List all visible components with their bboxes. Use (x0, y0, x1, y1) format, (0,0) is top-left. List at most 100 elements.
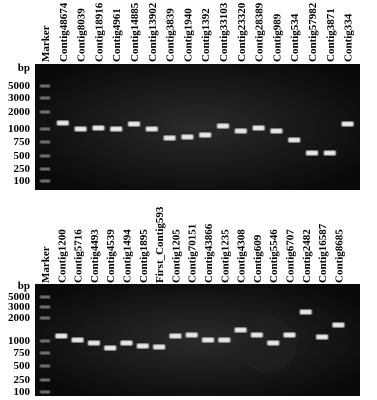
dna-band (110, 126, 123, 132)
dna-band (74, 126, 87, 132)
lane-label: Contig57982 (307, 2, 319, 62)
ladder-band (40, 295, 50, 299)
ladder-label: 5000 (8, 291, 31, 303)
dna-band (341, 121, 354, 127)
lane-label: Contig1494 (122, 229, 134, 283)
ladder-label: 1000 (8, 123, 31, 135)
dna-band (169, 333, 182, 339)
ladder-label: 500 (14, 150, 31, 162)
lane-label: First_Contig593 (154, 206, 166, 283)
ladder-label: 2000 (8, 106, 31, 118)
lane-label: Contig4308 (236, 229, 248, 283)
lane-label: Contig1895 (138, 229, 150, 283)
ladder-label: 3000 (8, 92, 31, 104)
lane-label: Contig13902 (147, 2, 159, 62)
gel-top (35, 64, 360, 190)
ladder-label: 250 (14, 374, 31, 386)
lane-label: Contig43866 (203, 223, 215, 283)
lane-label: Contig8039 (76, 8, 88, 62)
dna-band (87, 340, 100, 346)
lane-label: Contig1392 (200, 8, 212, 62)
lane-label: Contig8685 (333, 229, 345, 283)
dna-band (136, 343, 149, 349)
ladder-unit: bp (18, 62, 30, 74)
dna-band (217, 123, 229, 129)
lane-label: Contig609 (252, 234, 264, 283)
lane-label: Contig1200 (56, 229, 68, 283)
ladder-label: 100 (14, 175, 31, 187)
lane-label: Contig28389 (254, 2, 266, 62)
lane-label: Contig6707 (285, 229, 297, 283)
dna-band (299, 309, 312, 315)
lane-label: Contig534 (289, 13, 301, 62)
ladder-band (40, 390, 50, 394)
dna-band (306, 150, 318, 156)
lane-label: Contig70151 (187, 224, 199, 283)
dna-band (128, 121, 140, 127)
lane-label: Contig33103 (218, 2, 230, 62)
ladder-band (40, 305, 50, 309)
ladder-band (40, 167, 50, 171)
dna-band (234, 128, 247, 134)
dna-band (104, 345, 117, 351)
dna-band (252, 125, 265, 131)
dna-band (288, 137, 301, 143)
lane-label: Contig48674 (58, 2, 70, 62)
ladder-band (40, 110, 50, 114)
lane-label: Marker (40, 246, 52, 283)
dna-band (283, 332, 296, 338)
lane-label: Contig989 (271, 13, 283, 62)
ladder-band (40, 140, 50, 144)
lane-label: Contig14885 (129, 2, 141, 62)
ladder-label: 500 (14, 360, 31, 372)
dna-band (71, 337, 84, 343)
lane-label: Contig1940 (182, 8, 194, 62)
lane-label: Marker (40, 25, 52, 62)
lane-label: Contig16587 (317, 223, 329, 283)
ladder-band (40, 339, 50, 343)
lane-label: Contig4539 (105, 229, 117, 283)
ladder-label: 250 (14, 163, 31, 175)
ladder-label: 3000 (8, 301, 31, 313)
dna-band (120, 340, 133, 346)
lane-label: Contig18916 (93, 2, 105, 62)
lane-label: Contig5716 (73, 229, 85, 283)
dna-band (199, 132, 212, 138)
dna-band (55, 333, 68, 339)
dna-band (332, 322, 345, 328)
dna-band (163, 135, 176, 141)
ladder-band (40, 179, 50, 183)
ladder-label: 1000 (8, 335, 31, 347)
ladder-label: 2000 (8, 312, 31, 324)
lane-label: Contig5546 (268, 229, 280, 283)
lane-label: Contig3839 (165, 8, 177, 62)
dna-band (185, 332, 198, 338)
dna-band (92, 125, 105, 131)
lane-label: Contig1235 (219, 229, 231, 283)
dna-band (145, 126, 158, 132)
lane-label: Contig4493 (89, 229, 101, 283)
ladder-band (40, 316, 50, 320)
ladder-band (40, 364, 50, 368)
ladder-band (40, 378, 50, 382)
ladder-band (40, 84, 50, 88)
lane-label: Contig334 (343, 13, 355, 62)
lane-label: Contig23320 (236, 2, 248, 62)
dna-band (270, 128, 283, 134)
ladder-band (40, 127, 50, 131)
lane-label: Contig1205 (170, 229, 182, 283)
ladder-label: 100 (14, 386, 31, 398)
dna-band (56, 120, 69, 126)
dna-band (323, 150, 336, 156)
ladder-label: 5000 (8, 80, 31, 92)
ladder-unit: bp (18, 280, 30, 292)
ladder-band (40, 154, 50, 158)
ladder-label: 750 (14, 136, 31, 148)
dna-band (250, 332, 263, 338)
lane-label: Contig2482 (301, 229, 313, 283)
ladder-band (40, 96, 50, 100)
dna-band (234, 327, 247, 333)
lane-label: Contig4961 (111, 8, 123, 62)
dna-band (202, 337, 214, 343)
